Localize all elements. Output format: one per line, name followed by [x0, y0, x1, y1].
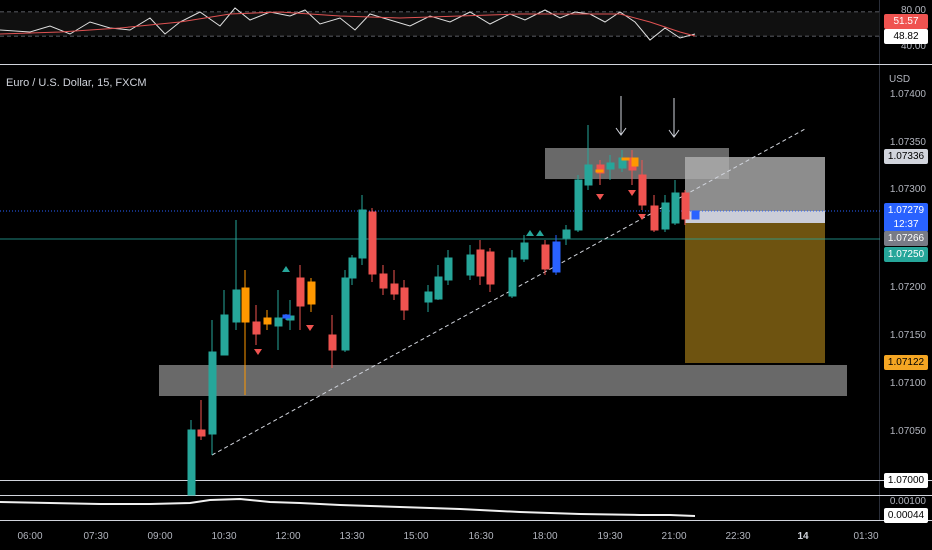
rsi-level-80: 80.00: [900, 5, 926, 16]
level-line-107000: [0, 480, 932, 481]
time-tick: 19:30: [597, 531, 623, 542]
rsi-red-line: [0, 11, 696, 37]
time-axis-divider: [0, 520, 932, 521]
time-tick: 06:00: [17, 531, 43, 542]
rsi-white-tag: 48.82: [884, 29, 928, 44]
lower-pane-top-label: 0.00100: [889, 496, 926, 507]
time-tick: 01:30: [853, 531, 879, 542]
time-tick-date: 14: [797, 531, 809, 542]
rsi-red-tag: 51.57: [884, 14, 928, 29]
symbol-legend[interactable]: Euro / U.S. Dollar, 15, FXCM: [6, 77, 147, 89]
price-tick: 1.07200: [889, 282, 926, 293]
price-tick: 1.07050: [889, 426, 926, 437]
green-level-price-tag: 1.07250: [884, 247, 928, 262]
price-tick: 1.07100: [889, 378, 926, 389]
signal-markers: [254, 190, 646, 355]
price-tick-107000: 1.07000: [884, 473, 928, 488]
gray-level-price-tag: 1.07266: [884, 231, 928, 246]
price-tick: 1.07150: [889, 330, 926, 341]
lower-oscillator-line: [0, 497, 696, 517]
time-tick: 07:30: [83, 531, 109, 542]
countdown-tag: 12:37: [884, 217, 928, 232]
rsi-pane-divider: [0, 64, 932, 65]
currency-label: USD: [889, 74, 911, 85]
time-tick: 09:00: [147, 531, 173, 542]
target-price-tag: 1.07122: [884, 355, 928, 370]
candles: [187, 125, 700, 496]
time-tick: 15:00: [403, 531, 429, 542]
price-axis-separator: [879, 0, 880, 520]
time-tick: 16:30: [468, 531, 494, 542]
lower-pane-divider: [0, 495, 932, 496]
price-tick: 1.07300: [889, 184, 926, 195]
time-tick: 21:00: [661, 531, 687, 542]
annotation-arrows: [615, 96, 680, 138]
rsi-level-40: 40.00: [900, 44, 926, 52]
entry-band: [685, 211, 825, 223]
price-tick: 1.07400: [889, 89, 926, 100]
time-tick: 12:00: [275, 531, 301, 542]
rsi-pane: [0, 7, 880, 41]
price-tick: 1.07350: [889, 137, 926, 148]
lower-pane-value-tag: 0.00044: [884, 508, 928, 523]
time-tick: 18:00: [532, 531, 558, 542]
price-chart[interactable]: [0, 0, 880, 550]
lower-support-zone: [159, 365, 847, 396]
time-tick: 22:30: [725, 531, 751, 542]
rsi-white-line: [0, 7, 696, 41]
gray-zone-price-tag: 1.07336: [884, 149, 928, 164]
time-tick: 10:30: [211, 531, 237, 542]
current-price-tag: 1.07279: [884, 203, 928, 218]
time-tick: 13:30: [339, 531, 365, 542]
take-profit-zone: [685, 223, 825, 363]
